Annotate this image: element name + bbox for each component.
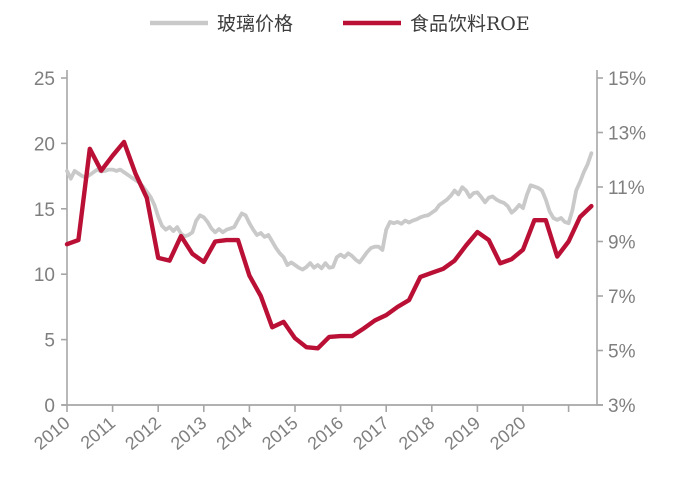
x-axis-year-label: 2012 [121,413,165,454]
left-axis-tick-label: 10 [34,265,55,286]
x-axis-year-label: 2016 [304,413,348,454]
x-axis-year-label: 2015 [258,413,302,454]
x-axis-year-label: 2013 [167,413,211,454]
series-line-glass-price [65,151,594,272]
right-axis-tick-label: 15% [608,69,646,90]
right-axis-tick-label: 5% [608,342,636,363]
x-axis-year-label: 2020 [486,413,530,454]
legend-label-glass-price: 玻璃价格 [217,13,293,35]
left-axis-tick-label: 20 [34,134,55,155]
x-axis-year-label: 2018 [395,413,439,454]
right-axis-tick-label: 13% [608,124,646,145]
left-axis-tick-label: 5 [44,331,55,352]
legend-label-food-beverage-roe: 食品饮料ROE [410,13,530,35]
legend: 玻璃价格 食品饮料ROE [150,13,530,35]
right-axis-tick-label: 7% [608,287,636,308]
left-axis-tick-label: 0 [44,396,55,417]
right-axis-tick-label: 3% [608,396,636,417]
series-line-food-beverage-roe [64,139,594,351]
right-axis-tick-label: 11% [608,178,645,199]
x-axis-year-label: 2014 [212,413,256,454]
x-axis-year-label: 2011 [77,413,120,453]
left-axis-tick-label: 15 [34,200,55,221]
right-axis-tick-label: 9% [608,233,636,254]
x-axis-year-label: 2019 [440,413,484,454]
x-axis-year-label: 2010 [30,413,74,454]
left-axis-tick-label: 25 [34,69,55,90]
x-axis-year-label: 2017 [349,413,393,454]
